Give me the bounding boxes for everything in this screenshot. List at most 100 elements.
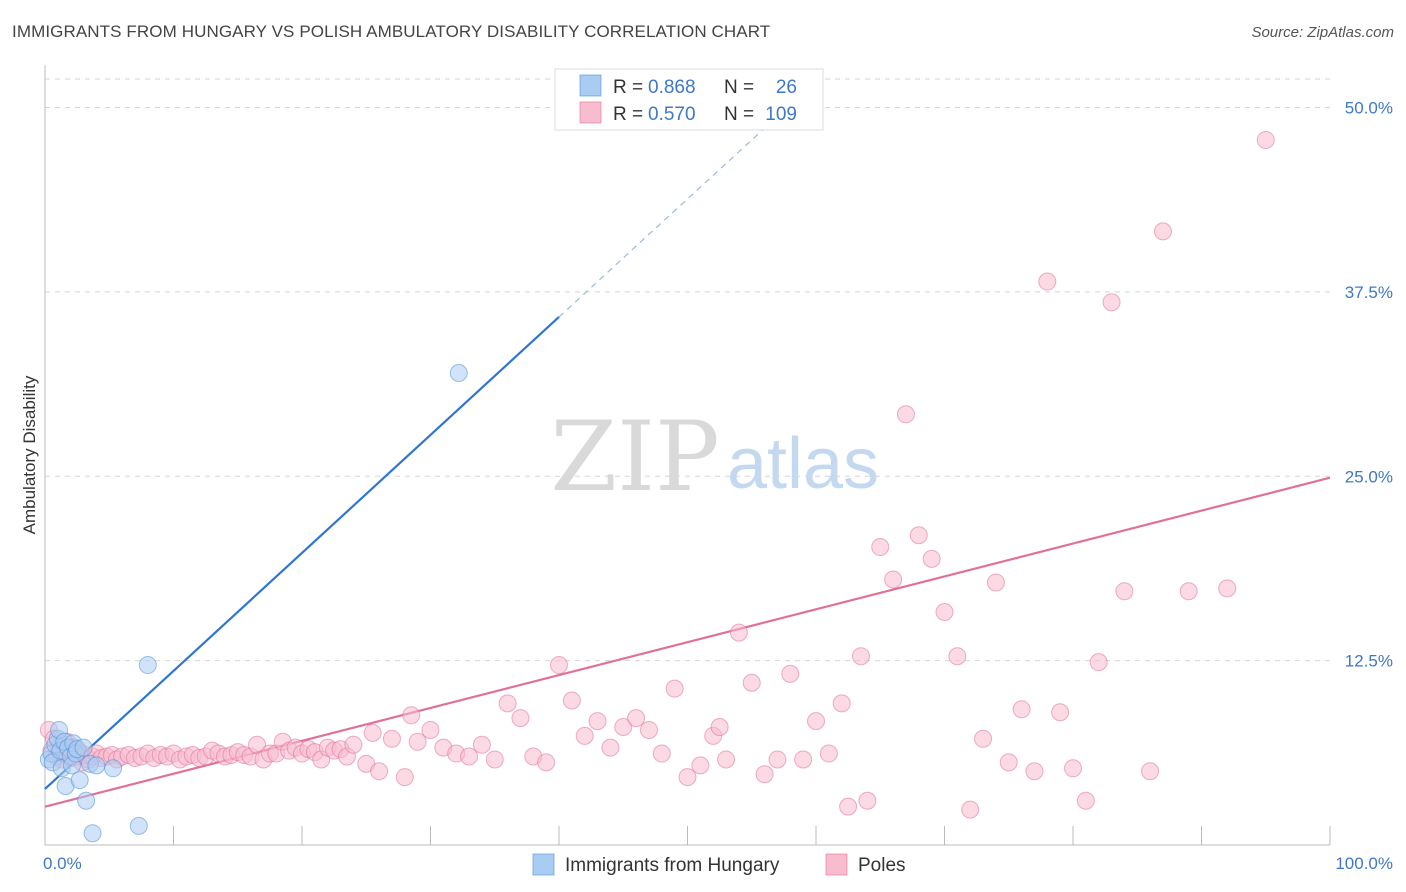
- chart-title: IMMIGRANTS FROM HUNGARY VS POLISH AMBULA…: [12, 22, 771, 41]
- legend-r-label: R =: [613, 77, 643, 98]
- watermark: ZIP atlas: [550, 401, 879, 513]
- point-hungary: [104, 759, 123, 778]
- legend-swatch: [579, 74, 602, 97]
- point-poles: [537, 753, 556, 772]
- point-poles: [382, 729, 401, 748]
- bottom-legend-swatch: [825, 853, 848, 876]
- point-hungary: [87, 756, 106, 775]
- trend-line-hungary: [44, 316, 560, 790]
- legend-r-value: 0.868: [648, 77, 696, 98]
- point-poles: [363, 723, 382, 742]
- point-poles: [858, 791, 877, 810]
- y-tick-label: 50.0%: [1345, 99, 1393, 118]
- point-poles: [472, 735, 491, 754]
- point-poles: [627, 709, 646, 728]
- point-poles: [961, 800, 980, 819]
- bottom-legend-swatch: [532, 853, 555, 876]
- point-poles: [851, 647, 870, 666]
- point-poles: [408, 732, 427, 751]
- point-poles: [755, 765, 774, 784]
- point-poles: [614, 718, 633, 736]
- watermark-zip: ZIP: [550, 401, 719, 513]
- point-poles: [1179, 582, 1198, 601]
- point-poles: [794, 750, 813, 769]
- legend-r-value: 0.570: [648, 104, 696, 125]
- point-poles: [807, 712, 825, 731]
- point-poles: [678, 768, 697, 787]
- point-poles: [948, 647, 967, 666]
- x-tick-label-min: 0.0%: [43, 854, 82, 873]
- point-poles: [884, 570, 903, 589]
- point-poles: [511, 709, 530, 728]
- point-poles: [485, 750, 504, 769]
- point-poles: [768, 750, 787, 769]
- point-poles: [729, 623, 748, 642]
- point-poles: [498, 694, 517, 713]
- point-poles: [601, 738, 620, 757]
- point-poles: [691, 756, 710, 775]
- point-poles: [717, 750, 736, 769]
- legend-r-label: R =: [613, 104, 643, 125]
- point-poles: [588, 712, 607, 731]
- point-poles: [402, 706, 421, 725]
- point-poles: [550, 656, 568, 675]
- legend-swatch: [579, 101, 602, 124]
- legend-n-label: N =: [724, 77, 754, 98]
- point-hungary: [449, 364, 468, 382]
- point-poles: [742, 673, 761, 692]
- bottom-legend-label: Poles: [858, 855, 906, 876]
- source-credit: Source: ZipAtlas.com: [1251, 24, 1394, 41]
- point-poles: [1218, 579, 1237, 598]
- point-hungary: [70, 771, 89, 790]
- point-poles: [832, 694, 851, 713]
- bottom-legend-label: Immigrants from Hungary: [565, 855, 780, 876]
- point-poles: [819, 744, 838, 763]
- point-poles: [562, 691, 581, 710]
- bottom-legend: Immigrants from Hungary Poles: [532, 853, 906, 876]
- point-hungary: [77, 791, 96, 810]
- point-poles: [460, 747, 479, 766]
- point-poles: [1115, 582, 1134, 601]
- point-poles: [1064, 759, 1082, 778]
- point-hungary: [74, 738, 93, 757]
- y-tick-label: 12.5%: [1345, 652, 1393, 671]
- grid-lines: 12.5% 25.0% 37.5% 50.0%: [45, 78, 1393, 671]
- point-poles: [652, 744, 671, 763]
- point-poles: [395, 768, 414, 787]
- point-poles: [1153, 222, 1172, 241]
- point-hungary: [138, 656, 157, 675]
- point-poles: [1076, 791, 1095, 810]
- point-poles: [1102, 293, 1121, 312]
- point-poles: [1256, 130, 1275, 149]
- point-poles: [421, 720, 440, 739]
- point-poles: [1051, 703, 1070, 722]
- point-poles: [639, 720, 658, 739]
- axes: 0.0% 100.0%: [43, 65, 1393, 873]
- legend-n-value: 109: [765, 104, 797, 125]
- legend: R = 0.868 N = 26 R = 0.570 N = 109: [554, 68, 824, 131]
- point-poles: [974, 729, 993, 748]
- x-tick-label-max: 100.0%: [1335, 854, 1393, 873]
- point-poles: [665, 679, 684, 698]
- point-poles: [839, 797, 858, 816]
- point-poles: [896, 405, 915, 424]
- point-poles: [871, 538, 890, 557]
- point-poles: [1038, 272, 1057, 291]
- point-poles: [344, 735, 363, 754]
- point-poles: [710, 718, 729, 736]
- point-poles: [999, 753, 1018, 772]
- point-poles: [1089, 653, 1108, 672]
- y-tick-label: 37.5%: [1345, 283, 1393, 302]
- legend-n-value: 26: [776, 77, 797, 98]
- point-poles: [986, 573, 1005, 592]
- watermark-atlas: atlas: [727, 424, 879, 504]
- point-poles: [935, 602, 954, 621]
- trend-line-hungary-extension: [558, 115, 778, 318]
- point-poles: [781, 664, 800, 683]
- y-tick-label: 25.0%: [1345, 467, 1393, 486]
- point-hungary: [83, 824, 102, 843]
- point-poles: [909, 526, 928, 545]
- point-poles: [922, 549, 941, 568]
- point-poles: [575, 726, 594, 745]
